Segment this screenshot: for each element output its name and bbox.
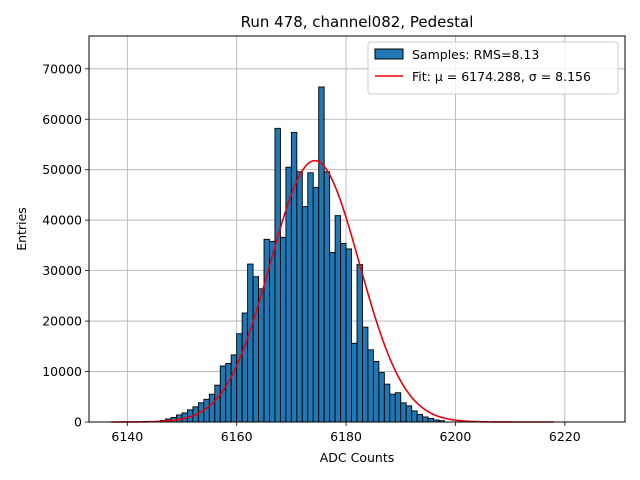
y-tick-label: 60000	[42, 112, 82, 127]
x-tick-label: 6140	[111, 429, 143, 444]
y-tick-label: 0	[74, 415, 82, 430]
histogram-bar	[279, 236, 287, 423]
histogram-bar	[290, 131, 298, 423]
histogram-bar	[334, 215, 342, 423]
y-tick-label: 50000	[42, 162, 82, 177]
histogram-bar	[422, 416, 429, 423]
legend-box	[367, 41, 619, 95]
x-tick-label: 6180	[330, 429, 362, 444]
legend-label-fit: Fit: μ = 6174.288, σ = 8.156	[412, 69, 591, 84]
y-tick-label: 10000	[42, 364, 82, 379]
histogram-bar	[274, 127, 281, 423]
y-tick-label: 40000	[42, 213, 82, 228]
x-axis-label: ADC Counts	[320, 450, 395, 465]
grid-lines	[89, 36, 625, 423]
histogram-bar	[405, 405, 413, 423]
y-tick-label: 20000	[42, 314, 82, 329]
histogram-bar	[340, 242, 347, 423]
histogram-bar	[356, 264, 363, 423]
histogram-bar	[241, 312, 249, 423]
x-axis-ticks: 6140 6160 6180 6200 6220	[111, 422, 581, 444]
histogram-bar	[307, 172, 314, 423]
histogram-bar	[416, 413, 424, 423]
histogram-bar	[351, 342, 358, 423]
histogram-bar	[427, 418, 435, 423]
histogram-bar	[378, 372, 385, 423]
histogram-bar	[372, 361, 380, 423]
legend-swatch-histogram	[374, 48, 404, 60]
y-axis-ticks: 0 10000 20000 30000 40000 50000 60000 70000	[42, 61, 89, 430]
y-axis-label: Entries	[14, 207, 29, 251]
legend-label-histogram: Samples: RMS=8.13	[412, 47, 539, 62]
x-tick-label: 6200	[440, 429, 472, 444]
histogram-bar	[296, 171, 303, 423]
histogram-bar	[203, 398, 210, 423]
histogram-bar	[345, 248, 352, 423]
histogram-bar	[362, 326, 369, 423]
histogram-bar	[383, 383, 391, 423]
y-tick-label: 70000	[42, 61, 82, 76]
histogram-bar	[247, 263, 254, 423]
histogram-bar	[269, 240, 276, 423]
histogram-bar	[225, 363, 232, 423]
x-tick-label: 6220	[549, 429, 581, 444]
chart-title: Run 478, channel082, Pedestal	[241, 13, 474, 31]
histogram-bar	[367, 349, 374, 423]
histogram-bar	[329, 252, 336, 423]
plot-frame	[88, 35, 626, 423]
histogram-bar	[252, 276, 260, 423]
histogram-bar	[323, 171, 331, 423]
histogram-bar	[394, 392, 402, 423]
histogram-bar	[214, 384, 221, 423]
histogram-bar	[312, 186, 320, 423]
histogram-bar	[236, 333, 243, 423]
histogram-bar	[301, 206, 309, 423]
histogram-bar	[208, 393, 216, 423]
histogram-bar	[389, 393, 396, 423]
histogram-bar	[230, 354, 238, 423]
histogram-bar	[411, 410, 418, 423]
x-tick-label: 6160	[221, 429, 253, 444]
histogram-bar	[318, 86, 325, 423]
legend: Samples: RMS=8.13 Fit: μ = 6174.288, σ =…	[367, 41, 619, 95]
histogram-bar	[258, 288, 265, 423]
y-tick-label: 30000	[42, 263, 82, 278]
histogram-bar	[400, 402, 407, 423]
